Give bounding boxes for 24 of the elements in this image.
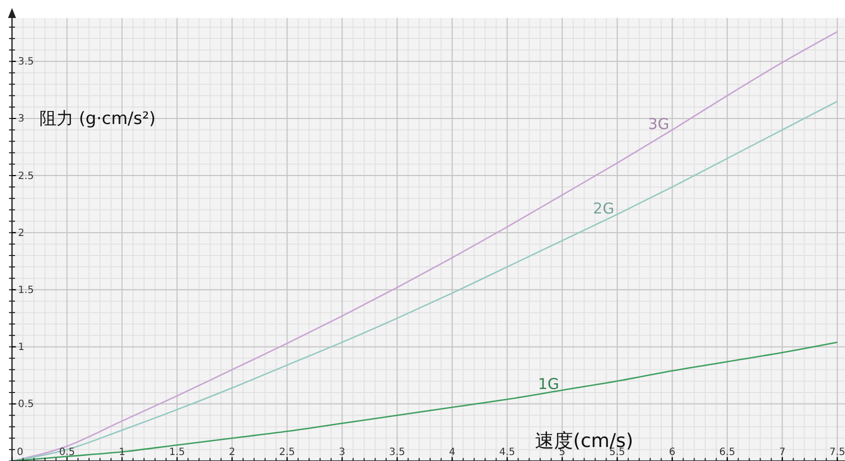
- x-tick-label: 2: [228, 447, 236, 458]
- x-tick-label: 3: [338, 447, 346, 458]
- x-tick-label: 7: [779, 447, 786, 458]
- x-tick-label: 4: [448, 447, 456, 458]
- series-label: 3G: [648, 114, 670, 133]
- y-tick-label: 3.5: [18, 56, 34, 68]
- x-tick-label: 3.5: [389, 447, 406, 458]
- y-axis-title: 阻力 (g·cm/s²): [40, 109, 156, 130]
- series-label: 1G: [538, 375, 560, 394]
- x-tick-label: 1.5: [169, 447, 186, 458]
- x-tick-label: 6: [669, 447, 676, 458]
- x-tick-label: 2.5: [279, 447, 296, 458]
- x-tick-label: 6.5: [719, 447, 736, 458]
- y-tick-label: 0.5: [18, 399, 34, 410]
- y-tick-label: 2.5: [18, 170, 34, 182]
- x-tick-label: 7.5: [829, 447, 845, 458]
- series-label: 2G: [593, 199, 614, 218]
- y-tick-label: 1.5: [18, 284, 34, 296]
- x-tick-label: 0: [16, 447, 24, 458]
- x-tick-label: 0.5: [59, 447, 75, 458]
- x-tick-label: 4.5: [499, 447, 516, 458]
- y-tick-label: 2: [18, 228, 24, 239]
- y-tick-label: 1: [18, 342, 24, 354]
- y-tick-label: 3: [18, 114, 24, 125]
